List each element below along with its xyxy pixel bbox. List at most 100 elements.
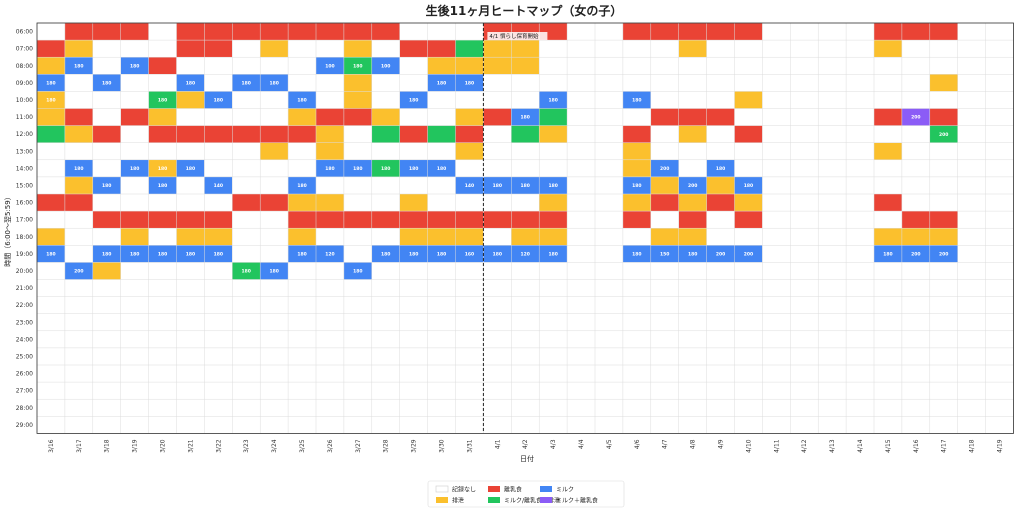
heatmap-cell — [427, 382, 456, 400]
heatmap-cell — [120, 399, 149, 417]
heatmap-cell — [650, 399, 679, 417]
heatmap-cell — [37, 382, 65, 400]
x-tick-label: 3/31 — [466, 439, 473, 453]
heatmap-cell — [288, 313, 316, 331]
heatmap-cell — [148, 159, 177, 177]
heatmap-cell — [901, 399, 930, 417]
y-tick-label: 17:00 — [16, 217, 33, 224]
heatmap-cell — [650, 228, 679, 246]
heatmap-cell — [567, 347, 595, 365]
heatmap-cell — [678, 279, 707, 297]
heatmap-cell — [901, 23, 930, 41]
heatmap-cell — [483, 40, 512, 58]
heatmap-cell — [957, 228, 986, 246]
heatmap-cell — [734, 40, 763, 58]
heatmap-cell — [176, 313, 205, 331]
annotation-text: 4/1 慣らし保育開始 — [489, 32, 539, 40]
heatmap-cell — [176, 245, 205, 263]
heatmap-cell — [846, 399, 874, 417]
x-tick-label: 4/19 — [997, 439, 1004, 453]
heatmap-cell — [64, 245, 93, 263]
heatmap-cell — [985, 91, 1014, 109]
cell-value-label: 200 — [939, 251, 948, 257]
heatmap-cell — [985, 330, 1014, 348]
heatmap-cell — [901, 91, 930, 109]
heatmap-cell — [511, 108, 540, 126]
heatmap-cell — [204, 108, 233, 126]
heatmap-cell — [343, 74, 372, 92]
heatmap-cell — [874, 194, 902, 212]
heatmap-cell — [595, 108, 623, 126]
heatmap-cell — [790, 40, 819, 58]
heatmap-cell — [511, 142, 540, 160]
heatmap-cell — [120, 228, 149, 246]
heatmap-cell — [734, 296, 763, 314]
heatmap-cell — [846, 142, 874, 160]
heatmap-cell — [343, 245, 372, 263]
heatmap-cell — [874, 40, 902, 58]
heatmap-cell — [985, 23, 1014, 41]
heatmap-cell — [762, 211, 791, 229]
heatmap-cell — [399, 159, 428, 177]
cell-value-label: 180 — [437, 251, 446, 257]
heatmap-cell — [427, 296, 456, 314]
heatmap-cell — [957, 313, 986, 331]
heatmap-cell — [539, 211, 568, 229]
cell-value-label: 180 — [242, 269, 251, 275]
heatmap-cell — [650, 23, 679, 41]
heatmap-cell — [734, 108, 763, 126]
heatmap-cell — [650, 57, 679, 75]
heatmap-cell — [762, 108, 791, 126]
heatmap-cell — [455, 159, 484, 177]
heatmap-cell — [818, 194, 847, 212]
heatmap-cell — [260, 399, 289, 417]
cell-value-label: 180 — [353, 269, 362, 275]
heatmap-cell — [539, 399, 568, 417]
heatmap-cell — [595, 40, 623, 58]
heatmap-cell — [539, 176, 568, 194]
x-tick-label: 4/17 — [941, 439, 948, 453]
heatmap-cell — [567, 296, 595, 314]
heatmap-cell — [92, 347, 121, 365]
heatmap-cell — [455, 416, 484, 434]
heatmap-cell — [260, 211, 289, 229]
heatmap-cell — [706, 23, 735, 41]
heatmap-cell — [316, 382, 344, 400]
heatmap-cell — [399, 296, 428, 314]
x-tick-label: 3/24 — [271, 439, 278, 453]
heatmap-cell — [985, 347, 1014, 365]
x-tick-label: 4/14 — [857, 439, 864, 453]
heatmap-cell — [64, 228, 93, 246]
heatmap-cell — [343, 279, 372, 297]
heatmap-cell — [64, 194, 93, 212]
heatmap-cell — [734, 74, 763, 92]
heatmap-cell — [64, 313, 93, 331]
heatmap-cell — [595, 74, 623, 92]
heatmap-cell — [288, 108, 316, 126]
heatmap-cell — [734, 330, 763, 348]
heatmap-cell — [120, 57, 149, 75]
heatmap-cell — [232, 399, 261, 417]
heatmap-cell — [790, 176, 819, 194]
heatmap-cell — [455, 279, 484, 297]
heatmap-cell — [455, 313, 484, 331]
heatmap-cell — [232, 245, 261, 263]
heatmap-cell — [316, 40, 344, 58]
heatmap-cell — [204, 159, 233, 177]
heatmap-cell — [762, 125, 791, 143]
heatmap-cell — [762, 142, 791, 160]
heatmap-cell — [901, 74, 930, 92]
heatmap-cell — [64, 296, 93, 314]
heatmap-cell — [176, 211, 205, 229]
heatmap-cell — [120, 40, 149, 58]
heatmap-cell — [343, 23, 372, 41]
heatmap-cell — [232, 194, 261, 212]
heatmap-cell — [790, 159, 819, 177]
heatmap-cell — [706, 399, 735, 417]
legend-label: ミルク＋離乳食 — [556, 497, 598, 505]
heatmap-cell — [260, 279, 289, 297]
heatmap-cell — [204, 279, 233, 297]
heatmap-cell — [734, 159, 763, 177]
cell-value-label: 120 — [325, 251, 334, 257]
heatmap-cell — [818, 365, 847, 383]
